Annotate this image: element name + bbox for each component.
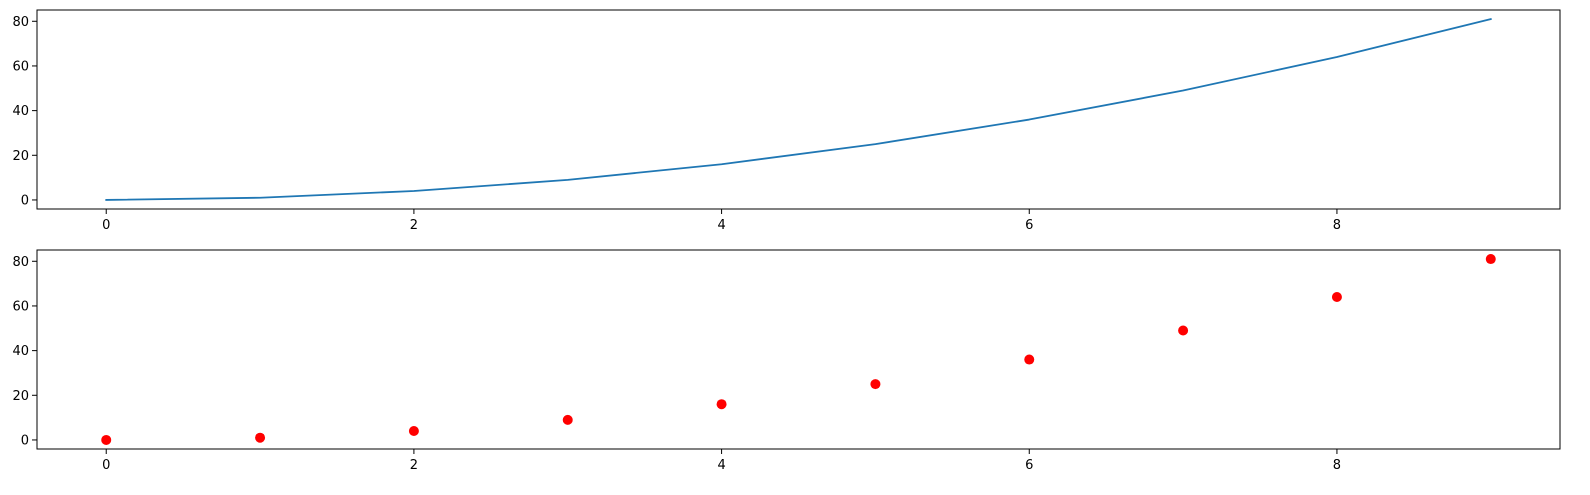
x-tick-label: 4 [717, 458, 725, 473]
data-point [716, 399, 727, 410]
axes-frame [36, 249, 1561, 450]
y-tick-label: 0 [21, 193, 29, 208]
x-axis: 0 2 4 6 8 [102, 209, 1341, 233]
x-tick-label: 0 [102, 458, 110, 473]
data-point [870, 379, 881, 390]
y-tick-label: 60 [12, 59, 29, 74]
data-point [1178, 325, 1189, 336]
scatter-points [101, 254, 1496, 445]
x-tick-label: 0 [102, 218, 110, 233]
y-axis: 0 20 40 60 80 [12, 255, 37, 448]
data-point [408, 426, 419, 437]
x-tick-label: 2 [410, 218, 418, 233]
x-tick-label: 6 [1025, 218, 1033, 233]
x-tick-label: 2 [410, 458, 418, 473]
x-tick-label: 8 [1333, 218, 1341, 233]
x-axis: 0 2 4 6 8 [102, 449, 1341, 473]
y-tick-label: 0 [21, 433, 29, 448]
axes-frame [36, 9, 1561, 210]
x-tick-label: 8 [1333, 458, 1341, 473]
series-line [105, 17, 1492, 201]
y-tick-label: 60 [12, 299, 29, 314]
y-tick-label: 20 [12, 389, 29, 404]
data-point [1485, 254, 1496, 265]
y-tick-label: 80 [12, 255, 29, 270]
data-point [562, 414, 573, 425]
data-point [1331, 292, 1342, 303]
y-axis: 0 20 40 60 80 [12, 15, 37, 208]
data-point [255, 432, 266, 443]
y-tick-label: 20 [12, 149, 29, 164]
data-point [101, 434, 112, 445]
y-tick-label: 40 [12, 344, 29, 359]
y-tick-label: 80 [12, 15, 29, 30]
x-tick-label: 4 [717, 218, 725, 233]
x-tick-label: 6 [1025, 458, 1033, 473]
y-tick-label: 40 [12, 104, 29, 119]
data-point [1024, 354, 1035, 365]
